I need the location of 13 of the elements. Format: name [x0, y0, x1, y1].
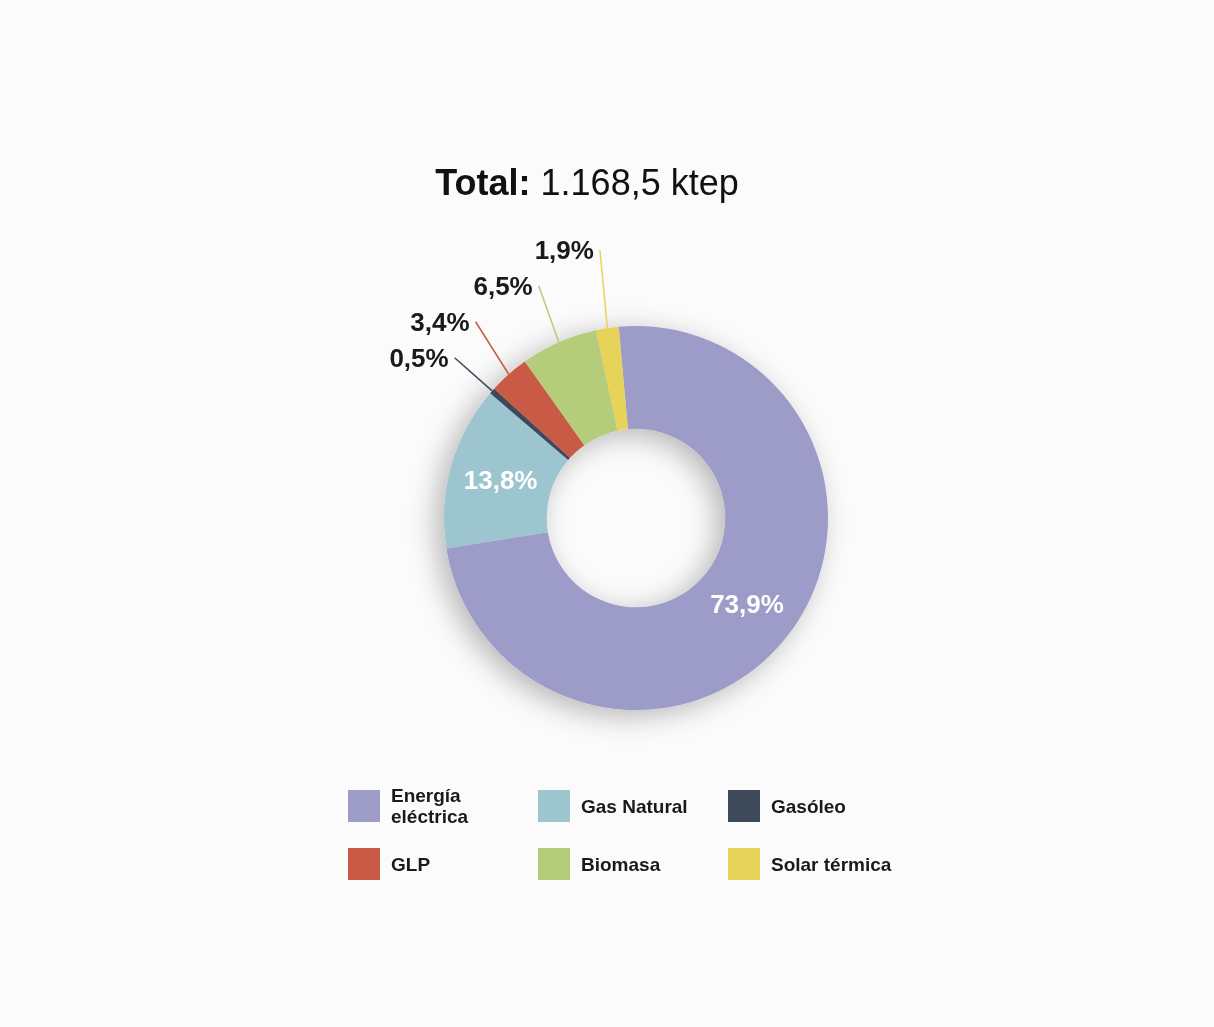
legend-label: GLP [391, 853, 431, 875]
data-label: 13,8% [463, 464, 538, 495]
data-label: 0,5% [389, 342, 449, 373]
legend-label: Gasóleo [771, 795, 846, 817]
legend-label: Energía eléctrica [391, 785, 469, 828]
data-label: 73,9% [710, 589, 784, 620]
legend-label: Solar térmica [771, 853, 892, 875]
data-label: 3,4% [410, 306, 470, 337]
legend-label: Gas Natural [581, 795, 688, 817]
data-label: 6,5% [473, 270, 533, 301]
chart-title: Total: 1.168,5 ktep [435, 162, 739, 203]
legend-label: Biomasa [581, 853, 661, 875]
data-label: 1,9% [534, 234, 594, 265]
